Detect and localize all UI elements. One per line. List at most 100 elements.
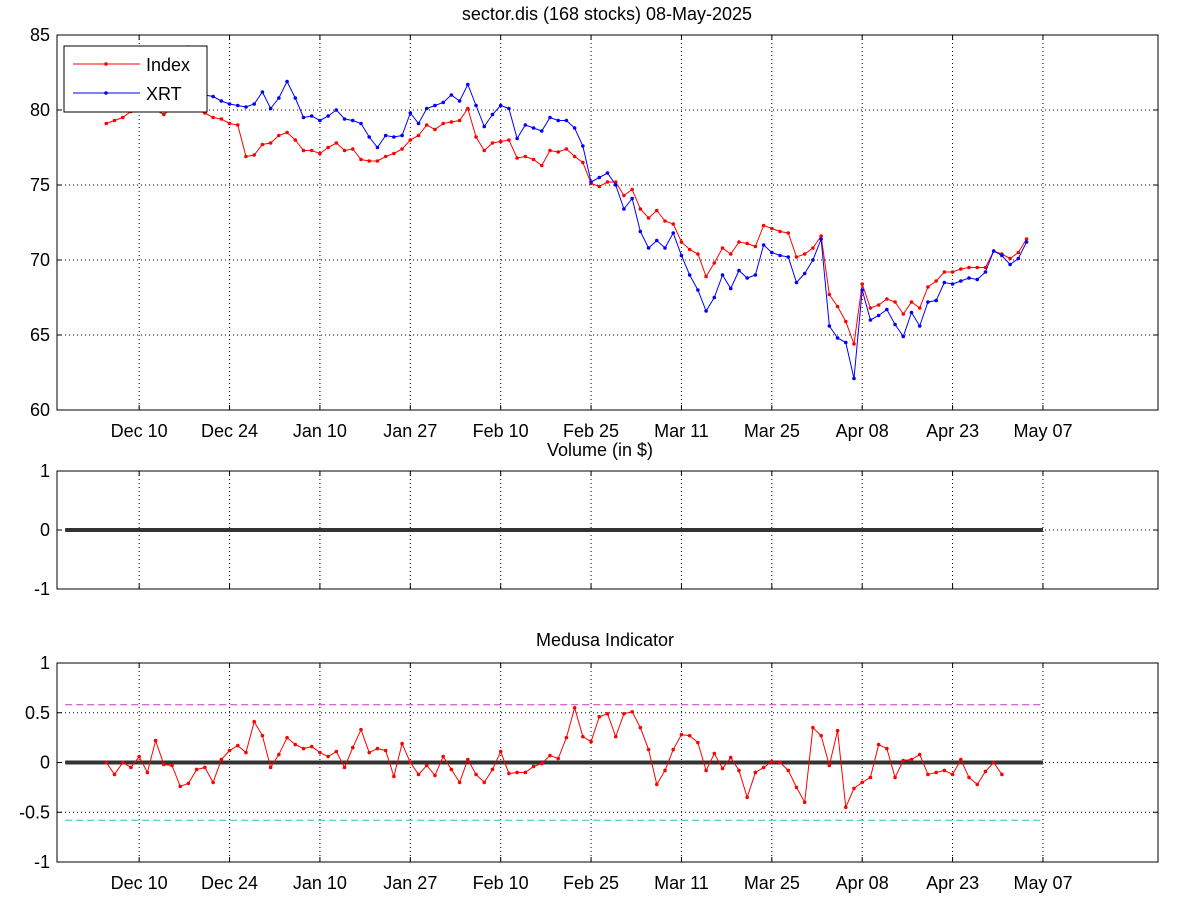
index-series-point [967,265,971,270]
index-series-point [696,252,700,256]
xrt-series-point [893,322,897,327]
x-tick-label: Jan 27 [383,421,437,441]
medusa-series-point [819,733,823,738]
medusa-series-point [474,772,478,777]
xrt-series-point [318,118,322,123]
index-series-point [507,138,511,142]
volume-panel: -1 0 1 Volume (in $) [34,440,1159,599]
x-tick-label: Mar 25 [744,421,800,441]
xrt-series-point [367,135,372,139]
medusa-series-point [835,728,840,733]
index-series-point [523,154,528,159]
x-tick-label: Apr 23 [926,873,979,893]
xrt-series-point [252,102,256,106]
index-series-point [474,135,478,139]
x-tick-label: Mar 25 [744,873,800,893]
x-tick-label: Apr 08 [836,873,889,893]
index-series-point [712,261,717,265]
index-series-point [112,118,117,123]
index-series-point [728,252,733,256]
medusa-series-point [893,775,897,780]
index-series-point [334,141,339,145]
index-series-point [252,153,256,157]
xrt-series-point [687,273,692,277]
x-tick-label: Feb 25 [563,873,619,893]
index-series-point [342,148,347,153]
medusa-series-point [934,770,938,775]
index-series-point [893,300,897,304]
medusa-series-point [613,734,618,739]
medusa-series-point [967,775,971,780]
index-series-point [219,117,224,121]
xrt-series-point [802,271,807,276]
index-series-point [408,138,413,142]
xrt-series-point [523,123,528,127]
index-series-point [761,223,766,228]
xrt-series-point [860,288,865,292]
index-series-point [309,148,314,153]
x-tick-label: Mar 11 [654,873,709,893]
medusa-series-point [991,760,996,765]
xrt-series-point [268,106,273,111]
xrt-series-point [778,253,782,258]
medusa-series-point [301,746,306,751]
medusa-series-point [235,743,240,748]
xrt-series-point [301,115,306,120]
xrt-series-point [482,124,487,129]
xrt-series-point [753,273,758,277]
medusa-series-point [392,774,396,779]
xrt-series-point [1008,262,1012,267]
index-series-point [876,303,881,307]
medusa-frame [56,662,1159,863]
xrt-series-point [235,103,240,108]
y-tick-label: 70 [30,250,50,270]
xrt-series-point [671,231,676,235]
index-series-point [646,216,651,220]
medusa-series-point [466,757,470,762]
medusa-series-point [843,805,848,810]
y-tick-label: 85 [30,25,50,45]
index-series-point [293,138,298,142]
medusa-series-point [367,750,372,755]
index-series-point [235,123,240,127]
medusa-series-point [252,719,256,724]
xrt-series-point [630,196,634,201]
medusa-series-point [950,772,955,777]
index-series-point [515,156,519,160]
index-series-point [211,115,215,120]
index-series-point [835,304,840,309]
medusa-series-point [112,772,117,777]
xrt-series-point [1000,253,1004,258]
index-series-point [630,187,634,192]
index-series-point [934,279,938,283]
index-series-point [852,342,856,346]
index-series-point [975,265,980,270]
xrt-series-point [819,237,823,241]
medusa-series-point [178,784,183,789]
medusa-series-point [375,746,380,751]
x-tick-label: Feb 10 [473,421,529,441]
xrt-series-point [474,103,478,108]
xrt-series-point [581,144,585,148]
medusa-series-point [860,780,865,785]
medusa-series-point [704,768,708,773]
medusa-series-point [531,764,536,769]
xrt-series-point [835,336,840,340]
x-tick-label: May 07 [1013,873,1072,893]
y-tick-label: 0.5 [25,703,50,723]
index-series-point [433,127,437,132]
index-series-point [745,241,749,246]
medusa-series-point [293,742,298,747]
medusa-series-point [597,714,602,719]
index-series-point [244,154,248,159]
medusa-series-point [539,761,544,766]
index-series-point [827,292,832,297]
medusa-series-point [654,782,659,787]
xrt-series-point [564,118,569,123]
medusa-series-point [285,735,289,740]
x-tick-label: Jan 10 [293,873,347,893]
xrt-series-point [950,282,955,286]
xrt-series-point [490,112,495,117]
medusa-series-point [211,780,215,785]
